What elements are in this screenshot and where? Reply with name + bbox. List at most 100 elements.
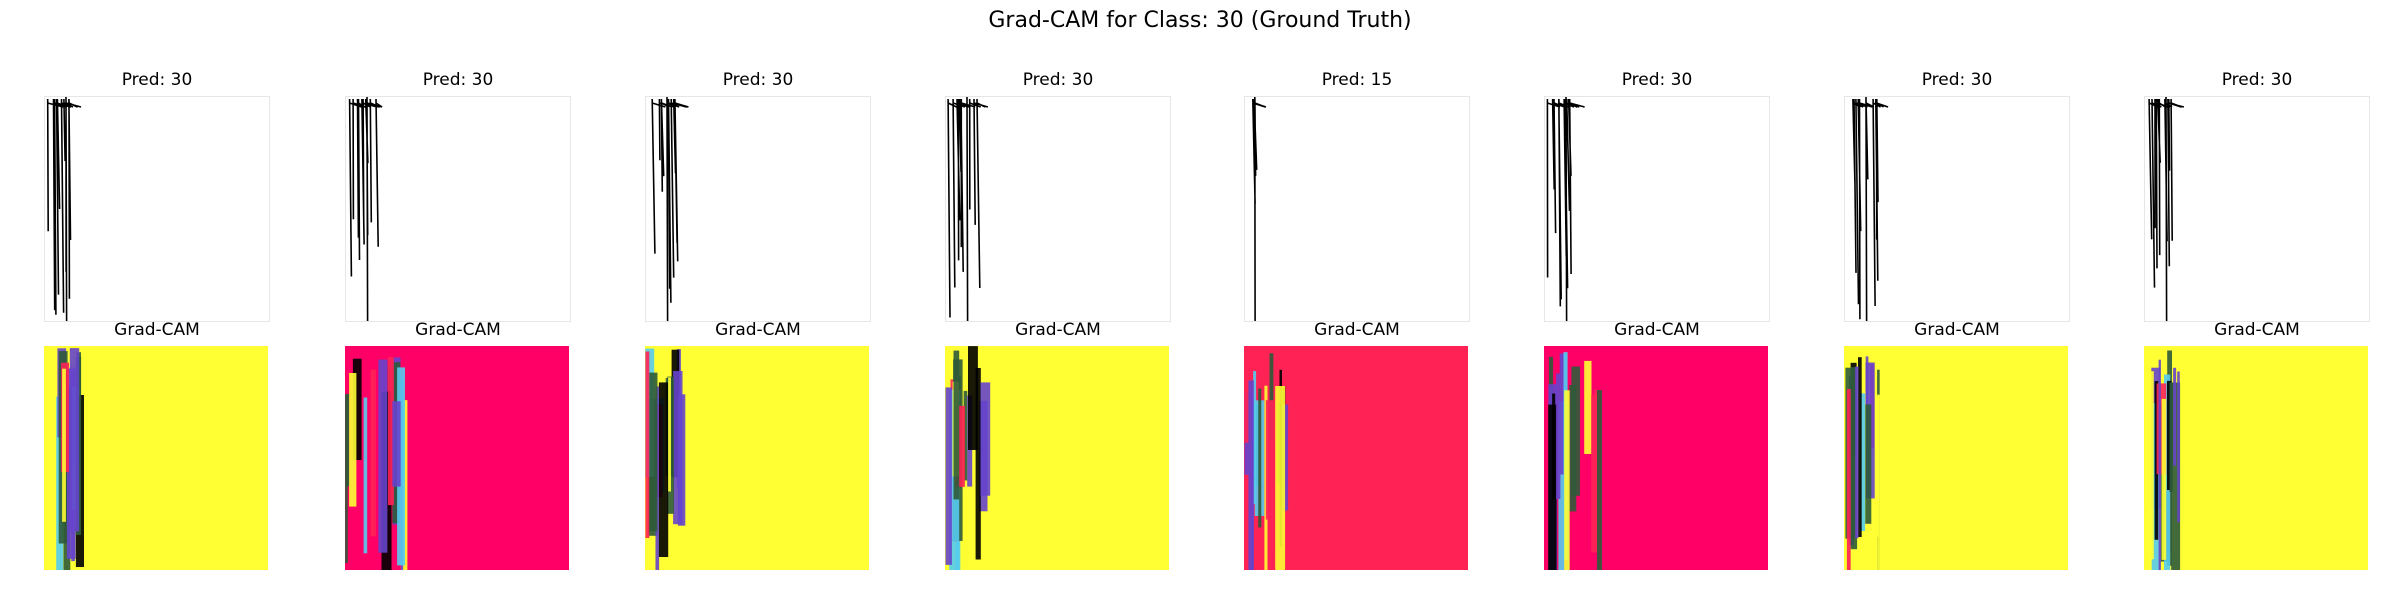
input-strokes [651, 97, 689, 321]
input-strokes [947, 97, 989, 321]
heatmap-strip [1258, 388, 1262, 528]
heatmap-strip [2173, 367, 2177, 466]
heatmap-strip [363, 397, 368, 554]
heatmap-background [2144, 346, 2368, 570]
panel-column-7: Pred: 30 Grad-CAM [1844, 0, 2070, 600]
heatmap-strip [349, 373, 357, 507]
heatmap-canvas [2144, 346, 2368, 570]
gradcam-heatmap [44, 346, 268, 570]
stroke-path [1546, 97, 1585, 321]
heatmap-canvas [44, 346, 268, 570]
gradcam-title: Grad-CAM [1614, 320, 1700, 340]
gradcam-title: Grad-CAM [715, 320, 801, 340]
heatmap-strip [2167, 380, 2172, 490]
heatmap-strip [2171, 382, 2181, 570]
stroke-path [651, 97, 689, 321]
heatmap-canvas [1544, 346, 1768, 570]
heatmap-strip [378, 359, 388, 553]
input-strokes [46, 97, 82, 321]
heatmap-canvas [345, 346, 569, 570]
input-image [1844, 96, 2070, 322]
heatmap-strip [1248, 380, 1254, 570]
heatmap-strip [397, 367, 405, 566]
pred-title: Pred: 30 [422, 70, 494, 90]
heatmap-strip [2154, 381, 2159, 540]
input-image [44, 96, 270, 322]
heatmap-strip [658, 382, 669, 557]
heatmap-strip [392, 401, 401, 487]
stroke-path [46, 97, 82, 321]
heatmap-strip [352, 358, 362, 460]
input-image [345, 96, 571, 322]
heatmap-strip [1253, 371, 1257, 504]
input-image [1244, 96, 1470, 322]
heatmap-strip [1860, 393, 1866, 531]
heatmap-strip [673, 371, 683, 525]
heatmap-strip [953, 350, 960, 500]
input-strokes [2148, 97, 2185, 321]
stroke-path [348, 97, 383, 321]
heatmap-canvas [1844, 346, 2068, 570]
panel-column-6: Pred: 30 Grad-CAM [1544, 0, 1770, 600]
heatmap-canvas [945, 346, 1169, 570]
heatmap-strip [649, 372, 658, 532]
heatmap-strip [668, 377, 671, 492]
heatmap-background [1544, 346, 1768, 570]
input-image [645, 96, 871, 322]
input-strokes [1546, 97, 1585, 321]
heatmap-strip [955, 405, 965, 487]
pred-title: Pred: 30 [2221, 70, 2293, 90]
input-image [1544, 96, 1770, 322]
heatmap-strip [2146, 371, 2154, 560]
heatmap-strip [2161, 398, 2167, 560]
gradcam-heatmap [345, 346, 569, 570]
heatmap-strip [2156, 383, 2167, 475]
input-strokes [1852, 97, 1889, 321]
gradcam-heatmap [1244, 346, 1468, 570]
heatmap-strip [968, 346, 978, 450]
heatmap-canvas [1244, 346, 1468, 570]
pred-title: Pred: 30 [1921, 70, 1993, 90]
input-strokes [1252, 97, 1267, 321]
pred-title: Pred: 15 [1321, 70, 1393, 90]
gradcam-title: Grad-CAM [1015, 320, 1101, 340]
heatmap-strip [2158, 359, 2161, 570]
heatmap-strip [945, 387, 952, 565]
gradcam-heatmap [1544, 346, 1768, 570]
input-image [945, 96, 1171, 322]
stroke-path [2148, 97, 2185, 321]
stroke-path [1852, 97, 1889, 321]
panel-column-8: Pred: 30 Grad-CAM [2144, 0, 2370, 600]
gradcam-heatmap [2144, 346, 2368, 570]
gradcam-title: Grad-CAM [415, 320, 501, 340]
heatmap-strip [1558, 401, 1565, 570]
heatmap-canvas [645, 346, 869, 570]
gradcam-heatmap [1844, 346, 2068, 570]
heatmap-strip [345, 394, 348, 564]
input-strokes [348, 97, 383, 321]
stroke-path [947, 97, 989, 321]
heatmap-strip [1596, 390, 1602, 570]
gradcam-heatmap [645, 346, 869, 570]
gradcam-title: Grad-CAM [114, 320, 200, 340]
heatmap-strip [1877, 394, 1887, 570]
heatmap-strip [1564, 390, 1570, 570]
heatmap-strip [980, 382, 991, 496]
heatmap-strip [975, 368, 981, 560]
heatmap-strip [1846, 389, 1851, 570]
gradcam-heatmap [945, 346, 1169, 570]
heatmap-strip [388, 357, 394, 506]
heatmap-strip [677, 394, 686, 526]
heatmap-strip [1552, 393, 1556, 500]
gradcam-title: Grad-CAM [1314, 320, 1400, 340]
heatmap-strip [1865, 404, 1872, 524]
heatmap-strip [1275, 386, 1286, 570]
panel-column-2: Pred: 30 Grad-CAM [345, 0, 571, 600]
heatmap-strip [1269, 353, 1274, 441]
heatmap-strip [69, 348, 80, 532]
heatmap-strip [645, 351, 650, 538]
pred-title: Pred: 30 [121, 70, 193, 90]
heatmap-strip [62, 368, 66, 522]
heatmap-strip [1556, 373, 1561, 499]
heatmap-strip [370, 369, 376, 537]
